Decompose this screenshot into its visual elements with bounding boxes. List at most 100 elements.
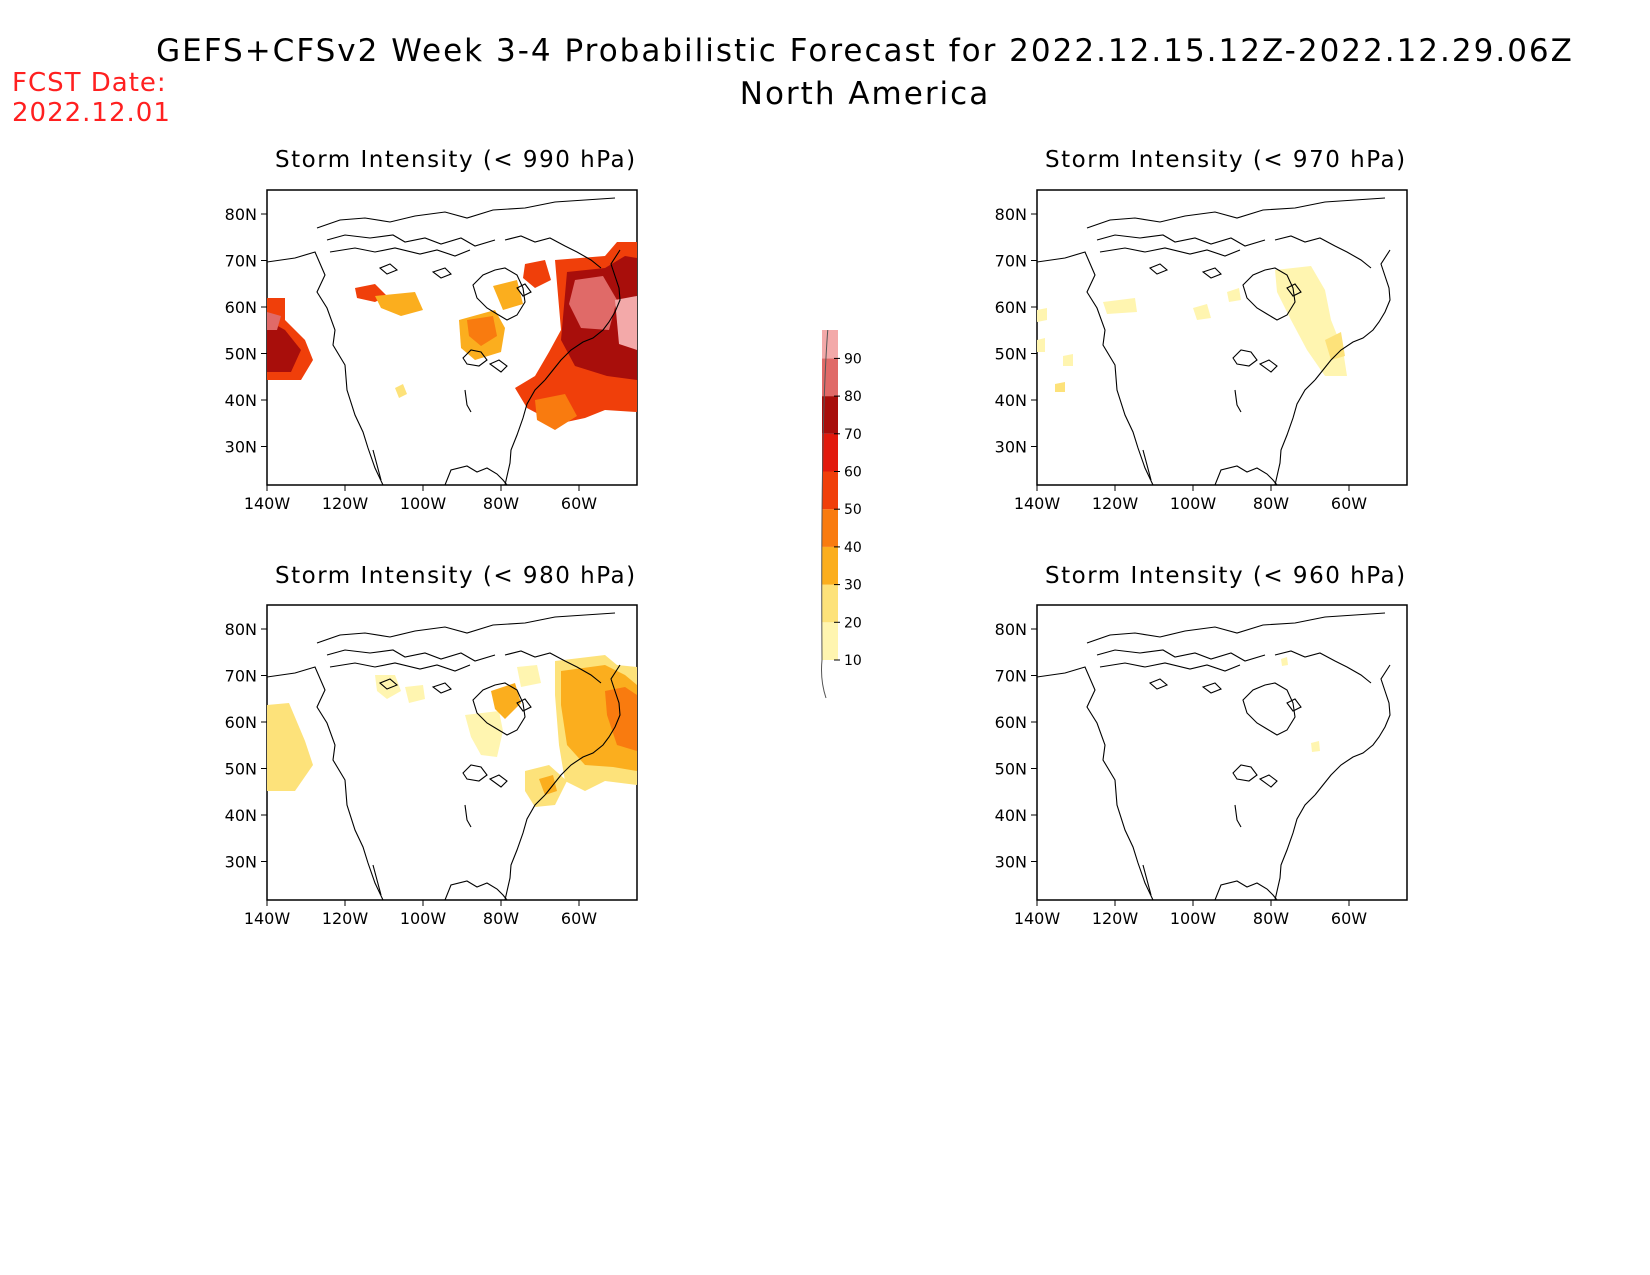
map-frame [1036,189,1408,486]
lon-label: 100W [1170,909,1217,928]
lat-label: 60N [225,713,257,732]
lat-label: 80N [225,205,257,224]
coast-segment [1201,682,1222,694]
coast-segment [372,864,382,896]
panel-title-960: Storm Intensity (< 960 hPa) [1045,563,1407,589]
prob-region [1193,304,1211,320]
prob-region [1103,298,1137,314]
coast-segment [1274,379,1316,485]
coast-segment [1086,612,1386,644]
coast-segment [1096,649,1266,662]
colorbar-segment [822,584,838,623]
prob-region [267,320,301,372]
probability-shading [1037,266,1347,392]
coast-segment [544,249,621,381]
lat-label: 30N [995,438,1027,457]
coast-segment [1258,359,1278,373]
lat-label: 40N [225,806,257,825]
coast-segment [267,251,384,485]
colorbar: 10 20 30 40 50 60 70 80 90 [821,330,862,699]
coast-segment [1142,449,1152,481]
coast-segment [329,662,471,672]
coastline [1037,612,1391,900]
lon-label: 120W [322,909,369,928]
coast-segment [326,649,496,662]
coast-segment [1258,774,1278,788]
lat-label: 60N [995,298,1027,317]
colorbar-segment [822,509,838,547]
probability-shading [1281,657,1320,752]
coast-segment [1232,349,1258,367]
forecast-date-label: FCST Date: [12,68,167,98]
coast-segment [1274,650,1372,684]
lon-label: 140W [244,909,291,928]
lon-label: 120W [1092,909,1139,928]
lat-label: 50N [995,760,1027,779]
prob-region [1227,288,1241,302]
coast-segment [1274,794,1316,900]
coast-segment [1148,263,1169,275]
lat-label: 70N [995,252,1027,271]
lat-label: 80N [225,620,257,639]
lat-label: 30N [995,853,1027,872]
prob-region [405,685,425,703]
map-frame [1036,604,1408,901]
colorbar-label: 50 [844,502,862,518]
colorbar-segment [822,546,838,585]
map-panel-960: 80N 70N 60N 50N 40N 30N 140W 120W 100W 80W 60W [995,604,1408,928]
panel-title-980: Storm Intensity (< 980 hPa) [275,563,637,589]
coast-segment [378,678,399,690]
coast-segment [1314,664,1391,796]
probability-shading [267,655,637,807]
coast-segment [1242,267,1296,321]
prob-region [493,280,523,310]
colorbar-label: 60 [844,465,862,481]
coast-segment [1086,197,1386,229]
colorbar-outline [821,330,829,699]
coast-segment [1286,698,1302,712]
lat-label: 70N [225,667,257,686]
lat-label: 30N [225,853,257,872]
lat-label: 40N [995,806,1027,825]
panel-title-990: Storm Intensity (< 990 hPa) [275,147,637,173]
coastline [1037,197,1391,485]
coast-segment [504,650,602,684]
prob-region [267,703,313,791]
coast-segment [1214,880,1278,900]
colorbar-segment [822,396,838,434]
coast-segment [516,698,532,712]
lon-label: 140W [244,494,291,513]
colorbar-label: 80 [844,389,862,405]
prob-region [535,394,577,430]
coast-segment [1096,234,1266,247]
colorbar-label: 40 [844,540,862,556]
lat-label: 50N [225,760,257,779]
lon-label: 80W [483,494,519,513]
colorbar-segment [822,433,838,472]
prob-region [465,711,503,757]
prob-region [1281,657,1288,666]
coast-segment [464,389,472,413]
map-panel-980: 80N 70N 60N 50N 40N 30N 140W 120W 100W 80W 60W [225,604,638,928]
coast-segment [544,664,621,796]
prob-region [517,665,541,687]
lon-label: 140W [1014,909,1061,928]
coast-segment [1099,247,1241,257]
lat-label: 80N [995,620,1027,639]
prob-region [491,683,521,719]
colorbar-segment [822,622,838,660]
coast-segment [316,612,616,644]
coast-segment [1148,678,1169,690]
colorbar-segment [822,471,838,510]
lon-label: 60W [1331,494,1367,513]
coast-segment [1037,666,1154,900]
lon-label: 60W [561,909,597,928]
lat-label: 80N [995,205,1027,224]
coast-segment [504,379,546,485]
prob-region [1037,338,1045,352]
map-panel-990: 80N 70N 60N 50N 40N 30N 140W 120W 100W 80W 60W [225,189,638,513]
lat-label: 40N [225,391,257,410]
coast-segment [378,263,399,275]
colorbar-label: 90 [844,351,862,367]
region-title: North America [739,76,991,112]
